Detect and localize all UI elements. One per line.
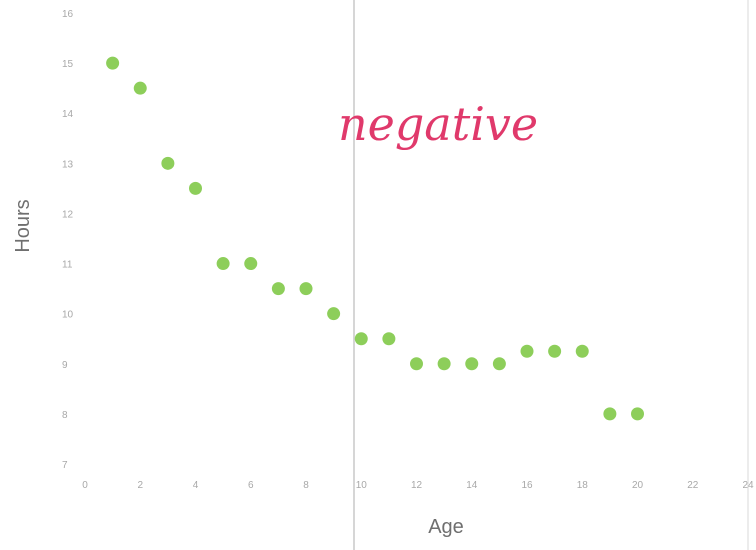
- data-point: [133, 81, 147, 95]
- data-point: [244, 257, 258, 271]
- x-axis-title: Age: [428, 516, 464, 538]
- data-point: [575, 344, 589, 358]
- data-point: [271, 282, 285, 296]
- x-tick-label: 6: [248, 480, 254, 491]
- y-tick-label: 10: [62, 310, 74, 321]
- data-point: [161, 156, 175, 170]
- x-tick-label: 2: [137, 480, 143, 491]
- x-tick-label: 12: [411, 480, 423, 491]
- x-tick-label: 10: [356, 480, 368, 491]
- x-tick-label: 4: [193, 480, 199, 491]
- data-point: [520, 344, 534, 358]
- y-tick-label: 12: [62, 209, 74, 220]
- x-tick-label: 24: [742, 480, 754, 491]
- data-points: [106, 56, 644, 421]
- x-tick-label: 14: [466, 480, 478, 491]
- data-point: [465, 357, 479, 371]
- y-tick-label: 14: [62, 109, 74, 120]
- data-point: [410, 357, 423, 371]
- data-point: [548, 344, 562, 358]
- y-axis-title: Hours: [12, 199, 34, 252]
- x-tick-label: 22: [687, 480, 699, 491]
- data-point: [437, 357, 451, 371]
- x-tick-label: 18: [577, 480, 589, 491]
- data-point: [189, 181, 202, 195]
- y-tick-labels: 7 8 9 10 11 12 13 14 15 16: [62, 9, 74, 471]
- x-tick-label: 20: [632, 480, 644, 491]
- y-tick-label: 7: [62, 460, 68, 471]
- x-tick-label: 0: [82, 480, 88, 491]
- data-point: [631, 407, 644, 421]
- x-tick-label: 16: [521, 480, 533, 491]
- x-tick-label: 8: [303, 480, 309, 491]
- data-point: [106, 56, 120, 70]
- y-tick-label: 13: [62, 159, 74, 170]
- data-point: [216, 257, 230, 271]
- handwritten-annotation: negative: [338, 97, 538, 151]
- data-point: [354, 332, 368, 346]
- y-tick-label: 11: [62, 260, 73, 271]
- data-point: [382, 332, 396, 346]
- y-tick-label: 9: [62, 360, 68, 371]
- x-tick-labels: 0 2 4 6 8 10 12 14 16 18 20 22 24: [82, 480, 754, 491]
- y-tick-label: 8: [62, 410, 68, 421]
- data-point: [327, 307, 341, 321]
- data-point: [603, 407, 617, 421]
- data-point: [299, 282, 313, 296]
- y-tick-label: 16: [62, 9, 74, 20]
- data-point: [492, 357, 506, 371]
- y-tick-label: 15: [62, 59, 74, 70]
